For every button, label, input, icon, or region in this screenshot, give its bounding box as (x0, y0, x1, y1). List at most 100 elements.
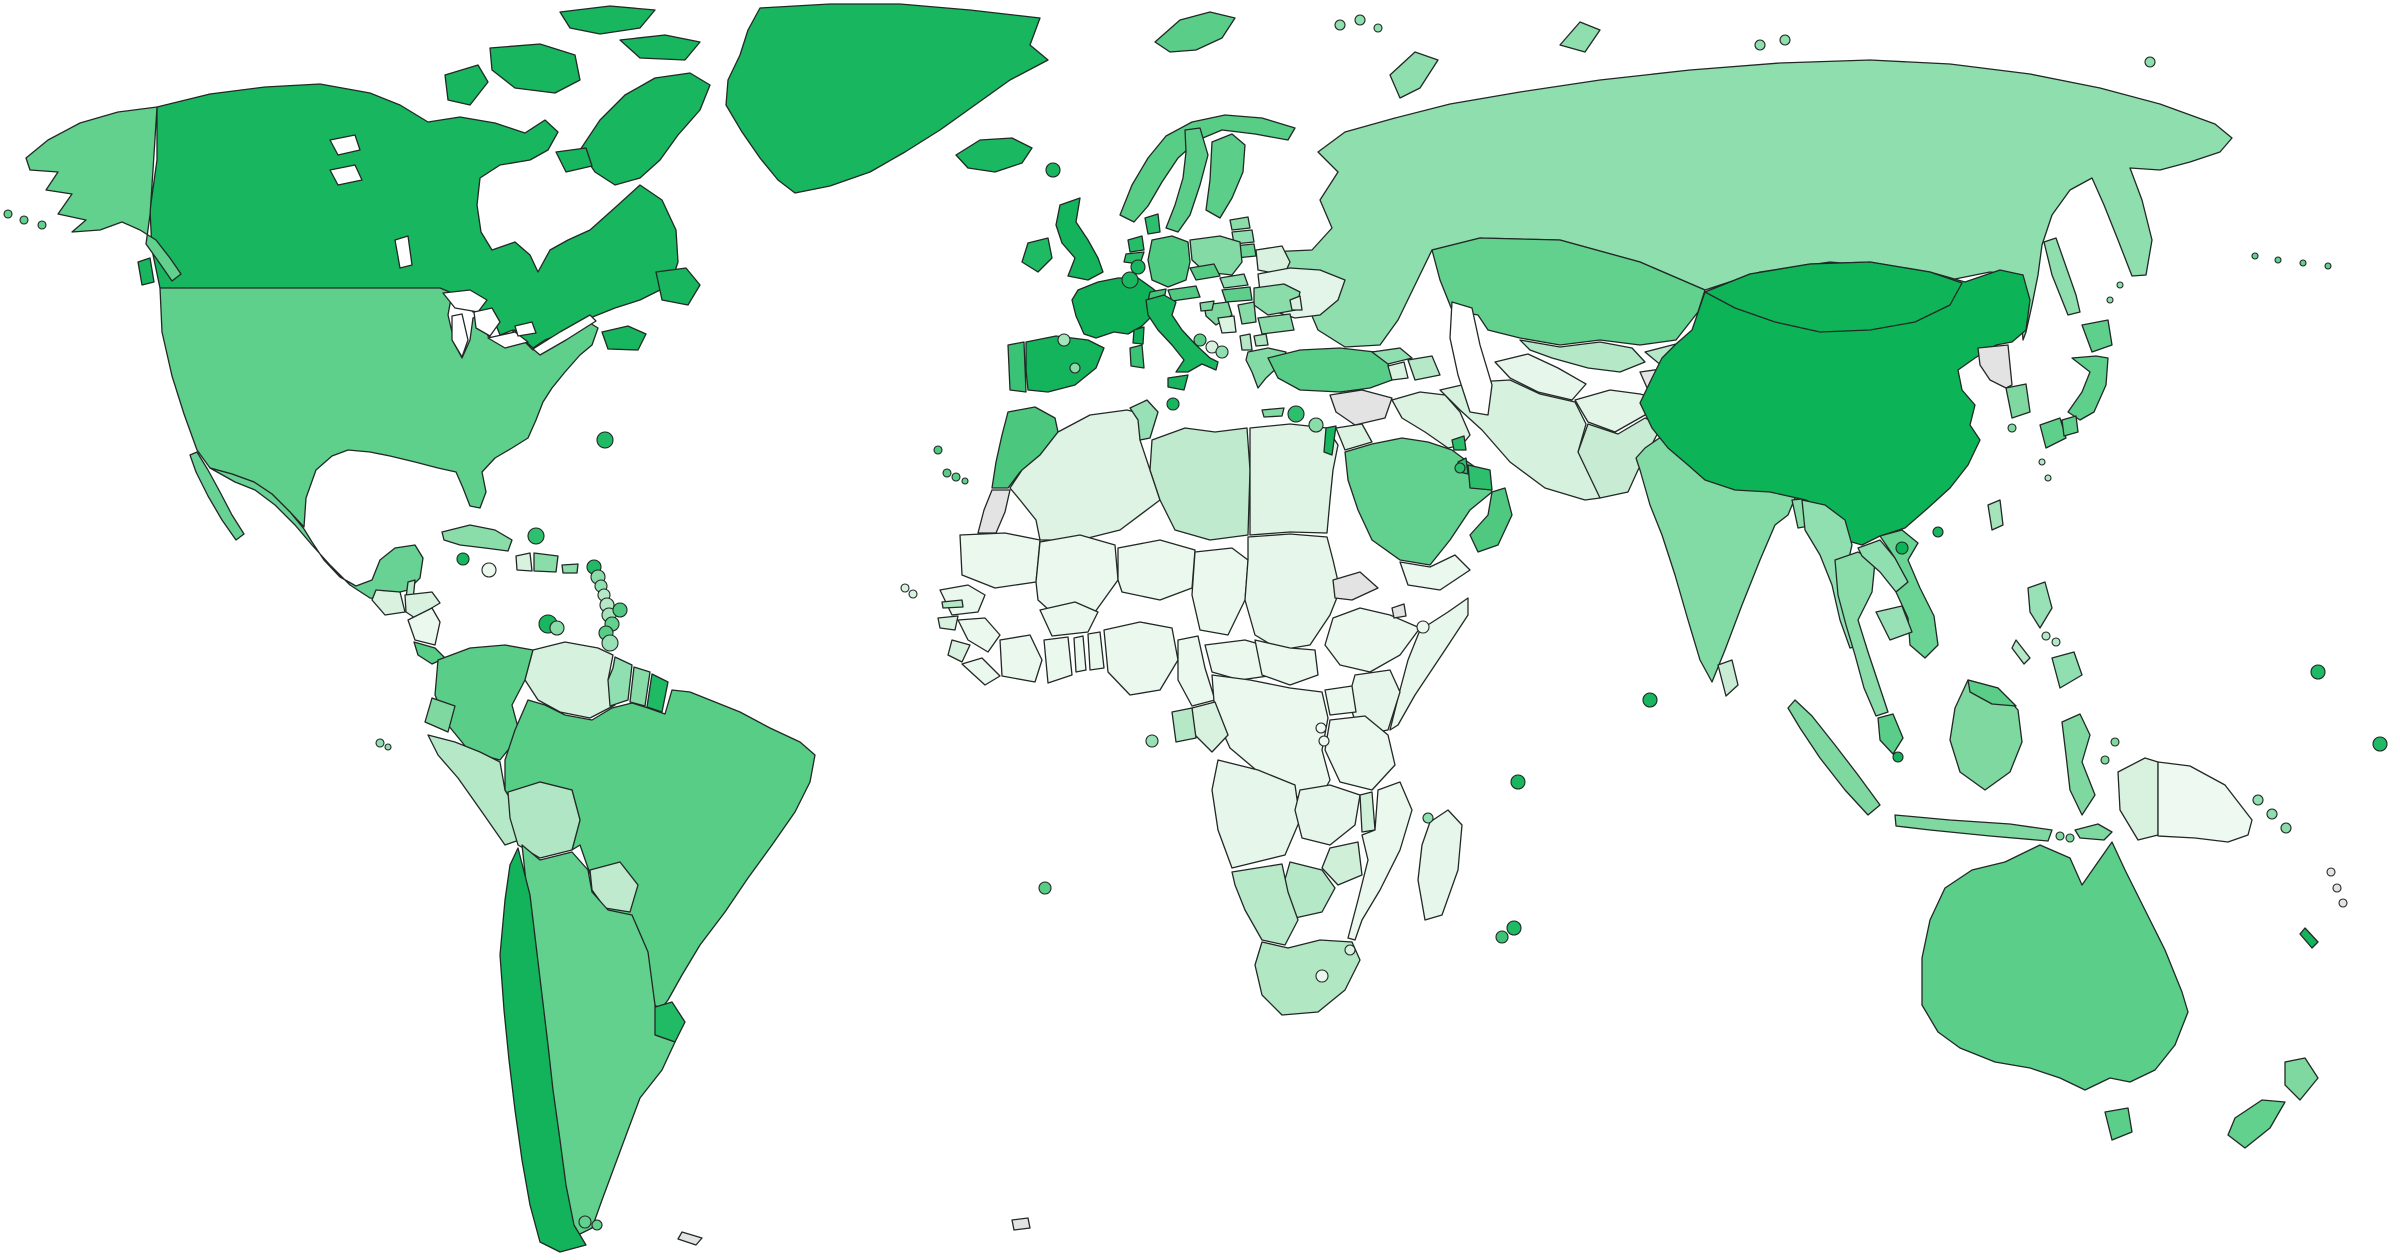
country-honshu[interactable] (2068, 356, 2108, 420)
country-niger[interactable] (1118, 540, 1195, 600)
marker-visayas-1[interactable] (2042, 632, 2050, 640)
country-south-sudan[interactable] (1255, 640, 1318, 685)
country-southampton-island[interactable] (556, 148, 592, 172)
marker-canary-3[interactable] (962, 478, 968, 484)
marker-vanuatu-2[interactable] (2333, 884, 2341, 892)
country-papua-indonesia[interactable] (2118, 758, 2158, 840)
country-benin[interactable] (1088, 632, 1104, 670)
marker-vanuatu-3[interactable] (2339, 899, 2347, 907)
marker-kosovo[interactable] (1216, 346, 1228, 358)
marker-hainan[interactable] (1896, 542, 1908, 554)
country-madagascar[interactable] (1418, 810, 1462, 920)
country-haiti[interactable] (516, 553, 532, 571)
country-mauritania[interactable] (960, 533, 1040, 588)
country-french-guiana[interactable] (647, 674, 668, 712)
marker-falkland-east[interactable] (592, 1220, 602, 1230)
marker-pacific-island-fiji[interactable] (2373, 737, 2387, 751)
country-albania[interactable] (1240, 334, 1252, 350)
country-jordan[interactable] (1336, 424, 1372, 450)
country-baja-california[interactable] (190, 452, 244, 540)
country-uzbekistan[interactable] (1520, 340, 1645, 372)
marker-new-siberian-2[interactable] (1780, 35, 1790, 45)
country-netherlands[interactable] (1128, 236, 1144, 252)
country-tunisia[interactable] (1130, 400, 1158, 440)
country-ireland[interactable] (1022, 238, 1052, 272)
marker-pacific-island-nauru[interactable] (2311, 665, 2325, 679)
marker-bahamas[interactable] (528, 528, 544, 544)
marker-wrangel[interactable] (2145, 57, 2155, 67)
country-united-kingdom[interactable] (1056, 198, 1103, 280)
country-togo[interactable] (1074, 636, 1086, 672)
country-saudi-arabia[interactable] (1345, 438, 1492, 565)
marker-sao-tome[interactable] (1146, 735, 1158, 747)
country-cote-divoire[interactable] (1000, 635, 1042, 682)
country-slovakia[interactable] (1220, 274, 1248, 288)
country-new-zealand-north[interactable] (2285, 1058, 2318, 1100)
country-shikoku[interactable] (2062, 416, 2078, 436)
marker-falkland-west[interactable] (579, 1216, 591, 1228)
country-north-korea[interactable] (1978, 345, 2012, 388)
marker-canary-1[interactable] (943, 469, 951, 477)
country-denmark[interactable] (1145, 214, 1160, 234)
marker-lebanon[interactable] (1309, 418, 1323, 432)
marker-aleutians-east-1[interactable] (4, 210, 12, 218)
country-sri-lanka[interactable] (1718, 660, 1738, 696)
country-tanzania[interactable] (1325, 716, 1395, 790)
country-syria[interactable] (1330, 390, 1392, 425)
country-devon-island[interactable] (620, 35, 700, 60)
country-sweden[interactable] (1166, 128, 1208, 232)
marker-canary-2[interactable] (952, 473, 960, 481)
country-chile[interactable] (500, 848, 586, 1252)
country-north-macedonia[interactable] (1254, 334, 1268, 346)
marker-djibouti-marker[interactable] (1417, 621, 1429, 633)
country-uae[interactable] (1468, 465, 1492, 490)
country-hokkaido[interactable] (2082, 320, 2112, 352)
marker-cyprus[interactable] (1288, 406, 1304, 422)
country-egypt[interactable] (1250, 424, 1338, 535)
country-israel[interactable] (1324, 426, 1336, 455)
country-yemen[interactable] (1400, 555, 1470, 590)
marker-okinawa-2[interactable] (2045, 475, 2051, 481)
country-portugal[interactable] (1008, 342, 1026, 392)
marker-new-siberian-1[interactable] (1755, 40, 1765, 50)
marker-solomon-2[interactable] (2267, 809, 2277, 819)
marker-eswatini[interactable] (1345, 945, 1355, 955)
marker-burundi[interactable] (1319, 736, 1329, 746)
marker-lombok[interactable] (2066, 834, 2074, 842)
country-papua-new-guinea[interactable] (2158, 762, 2252, 842)
marker-maldives[interactable] (1643, 693, 1657, 707)
marker-lesotho[interactable] (1316, 970, 1328, 982)
country-italy[interactable] (1146, 295, 1218, 372)
country-greenland[interactable] (726, 4, 1048, 193)
country-ecuador[interactable] (425, 698, 455, 732)
country-azerbaijan[interactable] (1408, 356, 1440, 380)
marker-galapagos-2[interactable] (385, 744, 391, 750)
marker-franz-josef-1[interactable] (1335, 20, 1345, 30)
country-georgia[interactable] (1372, 348, 1412, 364)
country-mindanao[interactable] (2052, 652, 2082, 688)
country-thailand[interactable] (1835, 552, 1888, 716)
country-south-africa[interactable] (1255, 940, 1360, 1015)
marker-curacao[interactable] (550, 621, 564, 635)
country-alaska[interactable] (26, 107, 181, 281)
marker-barbados[interactable] (613, 603, 627, 617)
country-turkmenistan[interactable] (1495, 354, 1586, 400)
country-svalbard[interactable] (1155, 12, 1235, 52)
country-suriname[interactable] (630, 667, 650, 706)
marker-st-helena[interactable] (1039, 882, 1051, 894)
country-mexico[interactable] (210, 468, 423, 600)
marker-monaco[interactable] (1122, 272, 1138, 288)
marker-moluccas-1[interactable] (2101, 756, 2109, 764)
country-sardinia[interactable] (1130, 345, 1144, 368)
country-nigeria[interactable] (1104, 622, 1178, 695)
marker-aleutians-west-1[interactable] (2252, 253, 2258, 259)
country-malaysia[interactable] (1878, 714, 1903, 754)
country-puerto-rico[interactable] (562, 564, 578, 573)
country-baffin-island[interactable] (580, 73, 710, 185)
country-guyana[interactable] (608, 657, 632, 706)
country-tasmania[interactable] (2105, 1108, 2132, 1140)
marker-bahrain[interactable] (1455, 463, 1465, 473)
marker-hong-kong[interactable] (1933, 527, 1943, 537)
marker-jamaica[interactable] (482, 563, 496, 577)
country-south-korea[interactable] (2006, 384, 2030, 418)
